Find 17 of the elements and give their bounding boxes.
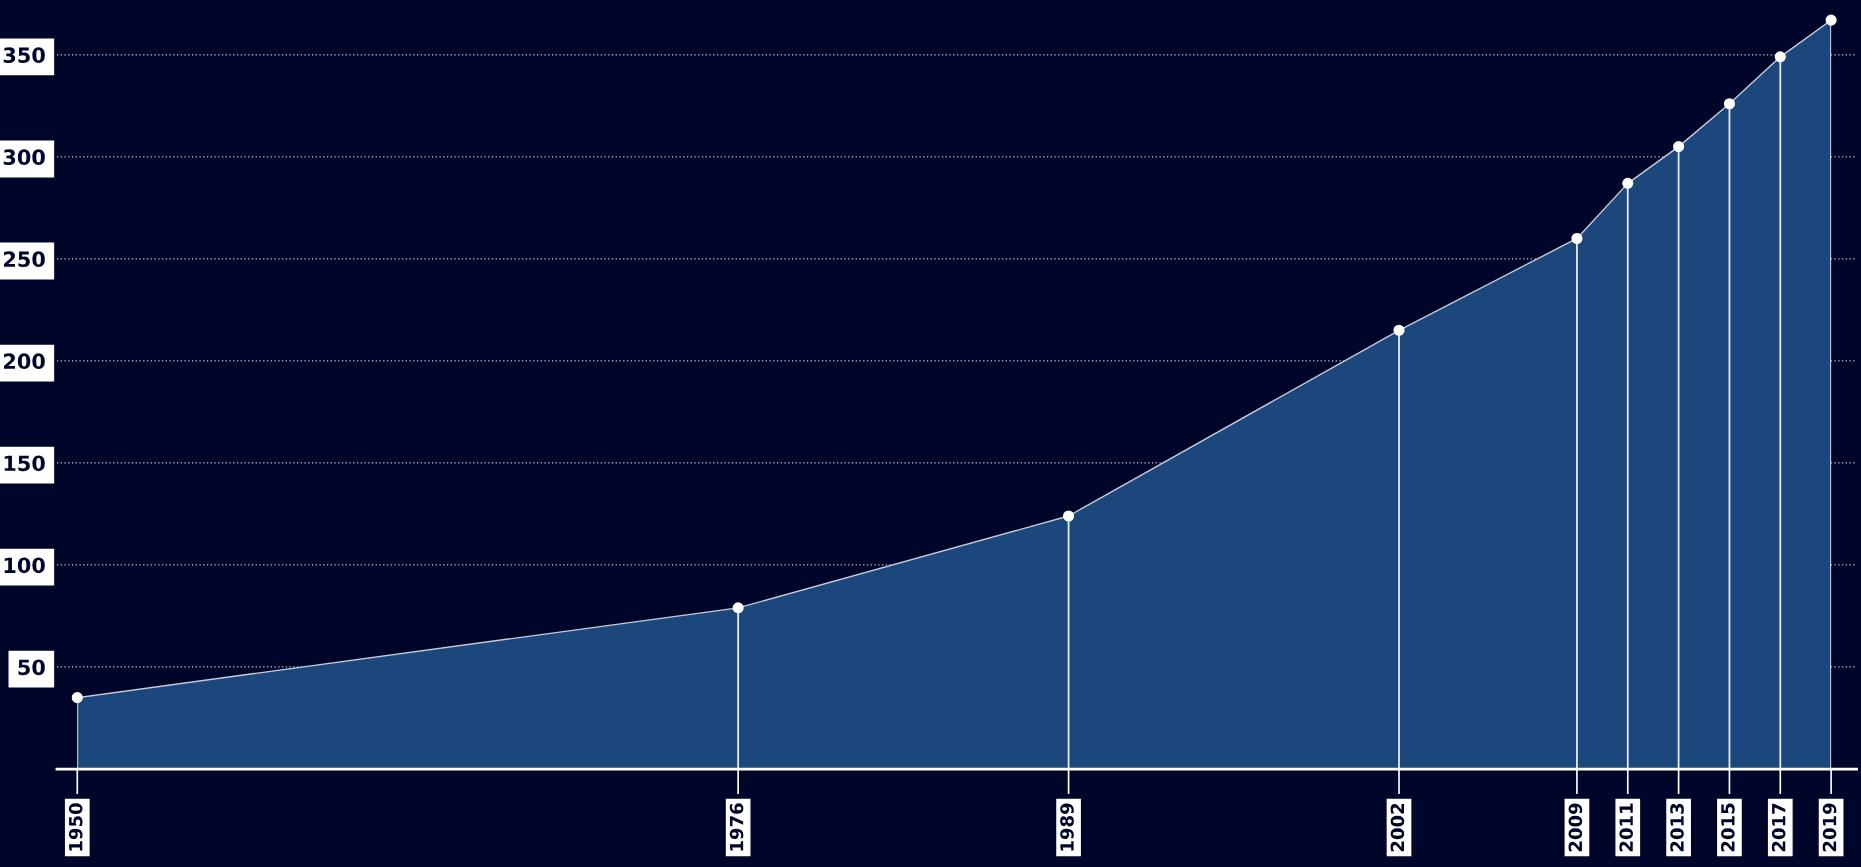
- y-tick-label: 300: [3, 149, 45, 166]
- y-tick-label: 250: [4, 251, 45, 268]
- x-tick-label: 1976: [729, 803, 744, 851]
- x-tick-label: 2015: [1721, 803, 1735, 852]
- x-tick-label: 2019: [1822, 803, 1837, 852]
- x-tick-label: 1950: [68, 803, 83, 851]
- x-tick-label: 2017: [1771, 803, 1786, 852]
- x-tick-label: 2013: [1670, 803, 1684, 852]
- y-tick-label: 350: [3, 47, 45, 63]
- x-tick-label: 1989: [1060, 803, 1074, 851]
- x-tick-label: 2002: [1390, 803, 1405, 852]
- y-tick-label: 200: [4, 353, 45, 370]
- y-tick-label: 100: [4, 557, 45, 574]
- y-tick-label: 50: [18, 659, 45, 676]
- x-tick-label: 2011: [1619, 803, 1634, 852]
- x-tick-label: 2009: [1568, 803, 1583, 852]
- y-tick-label: 150: [4, 455, 45, 472]
